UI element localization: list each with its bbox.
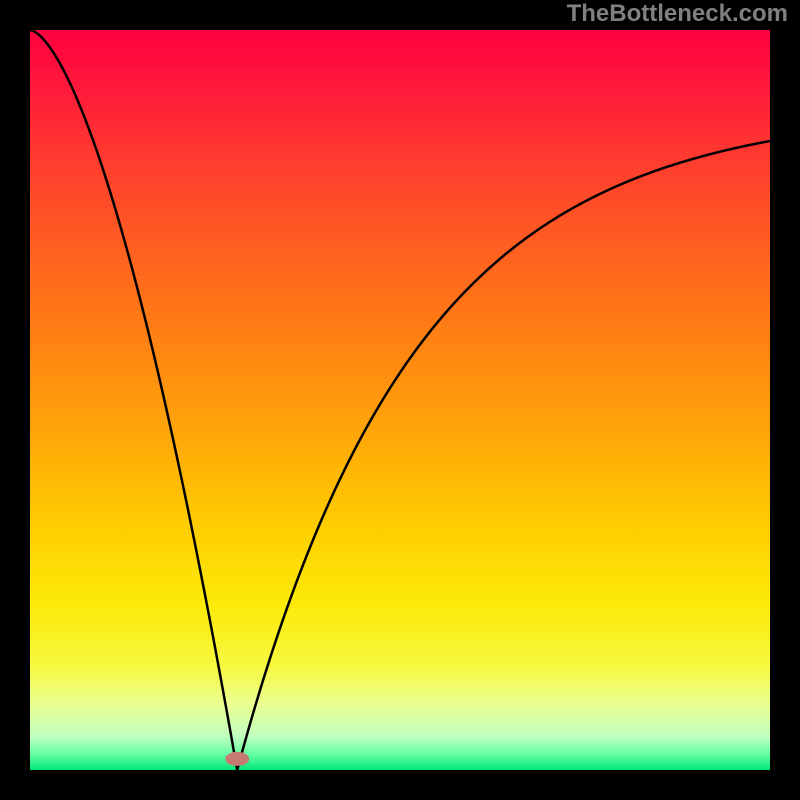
watermark-text: TheBottleneck.com [567, 0, 788, 28]
chart-container: TheBottleneck.com [0, 0, 800, 800]
minimum-marker [225, 752, 249, 766]
bottleneck-chart [0, 0, 800, 800]
plot-background [30, 30, 770, 770]
